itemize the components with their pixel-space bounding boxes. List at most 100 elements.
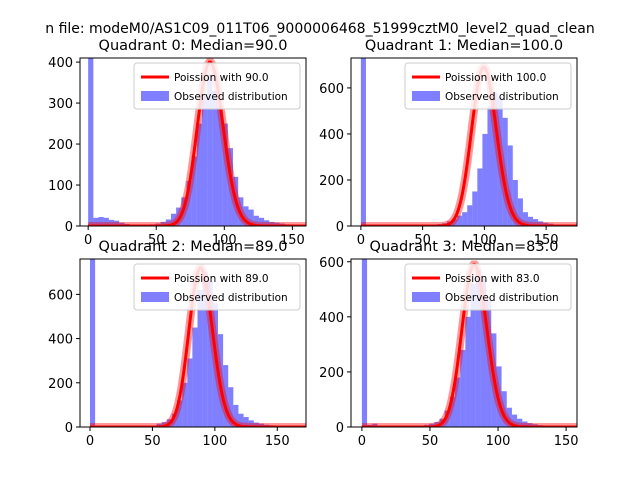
histogram-bar bbox=[360, 58, 366, 226]
histogram-bar bbox=[486, 300, 492, 427]
histogram-bar bbox=[511, 414, 518, 427]
axes-frame bbox=[79, 258, 307, 428]
histogram-bar bbox=[522, 212, 528, 226]
histogram-bar bbox=[462, 212, 468, 226]
histogram-bar bbox=[187, 358, 193, 427]
histogram-bar bbox=[248, 209, 254, 226]
legend-poisson-label: Poission with 90.0 bbox=[174, 72, 269, 84]
y-tick-label: 300 bbox=[48, 97, 73, 112]
histogram-bar bbox=[502, 117, 508, 226]
histogram-bar bbox=[161, 422, 167, 427]
y-tick-label: 200 bbox=[319, 366, 344, 381]
histogram-bar bbox=[177, 400, 183, 427]
x-tick-label: 50 bbox=[144, 434, 161, 449]
histogram-bar bbox=[233, 404, 239, 427]
histogram-bar bbox=[460, 349, 466, 427]
histogram-bar bbox=[512, 179, 518, 226]
legend: Poission with 90.0 Observed distribution bbox=[133, 62, 301, 110]
histogram-bar bbox=[196, 123, 202, 226]
histogram-bar bbox=[372, 423, 378, 427]
y-tick-label: 400 bbox=[48, 333, 73, 348]
x-tick-label: 0 bbox=[84, 233, 92, 248]
x-tick-label: 50 bbox=[414, 233, 431, 248]
legend-box bbox=[404, 263, 572, 311]
y-tick-label: 600 bbox=[48, 288, 73, 303]
subplot-title: Quadrant 0: Median=90.0 bbox=[99, 38, 288, 54]
y-tick-label: 100 bbox=[48, 179, 73, 194]
y-tick-label: 600 bbox=[319, 82, 344, 97]
histogram-bar bbox=[506, 407, 512, 427]
histogram-bar bbox=[98, 216, 104, 226]
histogram-bar bbox=[465, 316, 471, 427]
y-tick-label: 0 bbox=[65, 421, 73, 436]
histogram-bar bbox=[274, 222, 280, 226]
histogram-bar bbox=[470, 283, 476, 427]
y-tick-label: 0 bbox=[336, 220, 344, 235]
subplot-title: Quadrant 2: Median=89.0 bbox=[99, 239, 288, 255]
histogram-bar bbox=[444, 410, 450, 427]
histogram-bar bbox=[212, 303, 218, 427]
x-tick-label: 150 bbox=[265, 434, 290, 449]
legend-box bbox=[133, 62, 301, 110]
histogram-bar bbox=[477, 168, 483, 226]
histogram-bar bbox=[269, 221, 275, 226]
x-tick-label: 0 bbox=[357, 233, 365, 248]
histogram-bar bbox=[108, 219, 115, 226]
legend-observed-swatch bbox=[141, 292, 169, 302]
histogram-bar bbox=[89, 259, 96, 427]
histogram-bar bbox=[258, 423, 265, 427]
histogram-bar bbox=[212, 90, 218, 226]
histogram-bar bbox=[171, 413, 178, 427]
legend-observed-label: Observed distribution bbox=[445, 91, 559, 103]
subplot-grid: 0 50 100 150 0 100 200 300 400 Quadrant 0: Median… bbox=[48, 38, 578, 449]
histogram-bar bbox=[538, 221, 544, 226]
histogram-bar bbox=[482, 133, 488, 226]
histogram-bar bbox=[487, 106, 493, 226]
histogram-bar bbox=[114, 220, 120, 226]
histogram-bar bbox=[228, 387, 234, 427]
axes-frame bbox=[79, 57, 307, 227]
legend-poisson-label: Poission with 100.0 bbox=[445, 72, 546, 84]
legend-box bbox=[133, 263, 301, 311]
legend-poisson-label: Poission with 83.0 bbox=[445, 273, 540, 285]
x-tick-label: 0 bbox=[86, 434, 94, 449]
histogram-bar bbox=[243, 417, 249, 427]
histogram-bar bbox=[472, 191, 478, 226]
legend-observed-label: Observed distribution bbox=[174, 292, 288, 304]
histogram-bar bbox=[202, 272, 208, 427]
histogram-bar bbox=[449, 396, 456, 427]
legend: Poission with 89.0 Observed distribution bbox=[133, 263, 301, 311]
histogram-bar bbox=[222, 123, 228, 226]
x-tick-label: 100 bbox=[486, 434, 511, 449]
histogram-bar bbox=[264, 220, 270, 226]
subplot-title: Quadrant 1: Median=100.0 bbox=[365, 38, 563, 54]
legend-box bbox=[404, 62, 572, 110]
histogram-bar bbox=[527, 216, 534, 226]
legend-observed-swatch bbox=[412, 292, 440, 302]
histogram-bar bbox=[480, 278, 487, 427]
histogram-bar bbox=[492, 92, 498, 226]
histogram-bar bbox=[457, 215, 463, 226]
histogram-bar bbox=[227, 148, 234, 226]
legend: Poission with 100.0 Observed distribution bbox=[404, 62, 572, 110]
histogram-bar bbox=[533, 219, 539, 226]
histogram-bar bbox=[248, 420, 254, 427]
x-tick-label: 100 bbox=[212, 233, 237, 248]
y-tick-label: 0 bbox=[336, 421, 344, 436]
histogram-bar bbox=[170, 213, 177, 226]
histogram-bar bbox=[522, 421, 528, 427]
histogram-bar bbox=[455, 377, 461, 427]
histogram-bar bbox=[156, 423, 162, 427]
histogram-bar bbox=[192, 327, 198, 427]
histogram-bar bbox=[238, 413, 244, 427]
x-tick-label: 150 bbox=[554, 434, 579, 449]
y-tick-label: 400 bbox=[319, 311, 344, 326]
legend-observed-label: Observed distribution bbox=[174, 91, 288, 103]
x-tick-label: 50 bbox=[148, 233, 165, 248]
y-tick-label: 600 bbox=[319, 256, 344, 271]
legend-observed-swatch bbox=[141, 91, 169, 101]
x-tick-label: 100 bbox=[202, 434, 227, 449]
histogram-bar bbox=[253, 215, 259, 226]
x-tick-label: 150 bbox=[280, 233, 305, 248]
histogram-bar bbox=[452, 219, 458, 226]
